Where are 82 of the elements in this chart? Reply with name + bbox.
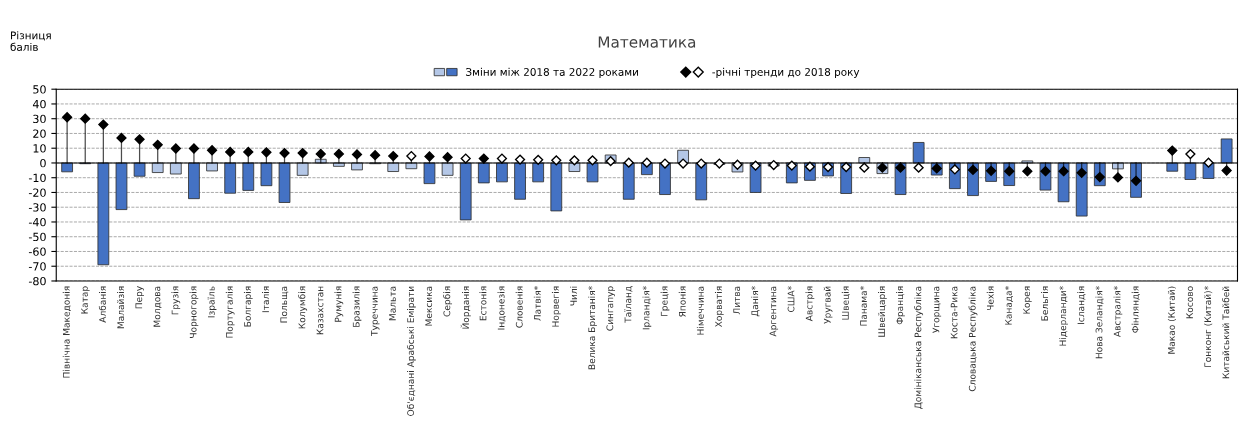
x-tick-label: Естонія [479, 286, 487, 321]
legend-label: Зміни між 2018 та 2022 роками [466, 67, 638, 78]
chart-title: Математика [598, 36, 696, 48]
x-tick-label: Косово [1186, 286, 1194, 319]
x-tick-label: Колумбія [298, 286, 308, 329]
y-tick-label: -10 [28, 173, 46, 183]
x-tick-label: Молдова [153, 286, 162, 327]
y-tick-label: -70 [28, 262, 46, 271]
x-tick-label: Північна Македонія [62, 286, 71, 378]
x-tick-label: Панама* [860, 286, 867, 326]
x-tick-label: Домініканська Республіка [914, 286, 924, 409]
y-tick-label: 40 [32, 99, 46, 109]
x-tick-label: Литва [733, 286, 741, 315]
x-tick-label: Велика Британія* [588, 286, 597, 370]
x-tick-label: Австралія* [1113, 286, 1123, 337]
y-axis-title: Різниця балів [10, 31, 51, 51]
x-tick-label: Фінляндія [1131, 286, 1140, 333]
x-tick-label: Швейцарія [878, 286, 887, 337]
x-tick-label: Японія [678, 286, 686, 317]
y-tick-label: 20 [33, 129, 46, 138]
x-tick-label: Грузія [171, 286, 181, 315]
y-tick-label: -80 [28, 276, 46, 286]
x-tick-label: Канада* [1005, 286, 1013, 325]
legend-label: -річні тренди до 2018 року [712, 67, 860, 78]
x-tick-label: Угорщина [932, 286, 942, 333]
x-tick-label: Бельгія [1041, 286, 1049, 321]
x-tick-label: Таїланд [624, 286, 633, 323]
x-tick-label: Бразилія [352, 286, 362, 327]
x-tick-label: Гонконг (Китай)* [1204, 286, 1213, 367]
x-tick-label: Мексика [425, 286, 433, 326]
x-tick-label: Чехія [986, 286, 994, 311]
x-tick-label: Словенія [515, 286, 523, 328]
x-tick-label: Швеція [841, 286, 850, 320]
x-tick-label: Мальта [389, 286, 396, 321]
x-tick-label: Чилі [570, 286, 577, 306]
x-tick-label: Норвегія [551, 286, 561, 327]
x-tick-label: Данія* [751, 286, 760, 317]
y-tick-label: -20 [28, 188, 46, 197]
x-tick-label: Словацька Республіка [968, 286, 978, 392]
x-tick-label: Малайзія [117, 286, 125, 329]
x-tick-label: Болгарія [243, 286, 253, 327]
x-tick-label: Ірландія* [642, 286, 652, 330]
x-tick-label: Ісландія [1077, 286, 1086, 324]
x-tick-label: Нова Зеландія* [1095, 286, 1104, 359]
y-tick-label: -50 [28, 232, 46, 242]
y-tick-label: -40 [28, 217, 46, 227]
y-tick-label: 0 [40, 158, 46, 168]
x-tick-label: Сербія [443, 286, 453, 317]
x-tick-label: Катар [81, 286, 90, 314]
x-tick-label: Казахстан [316, 286, 324, 335]
x-tick-label: Ізраїль [207, 286, 217, 318]
x-tick-label: Коста-Рика [950, 286, 958, 339]
x-tick-label: Португалія [225, 286, 235, 338]
x-tick-label: Франція [896, 286, 905, 325]
x-tick-label: США* [787, 286, 795, 312]
y-tick-label: 50 [33, 85, 46, 94]
x-tick-label: Йорданія [460, 286, 471, 329]
x-tick-label: Австрія [805, 286, 815, 322]
x-tick-label: Індонезія [497, 286, 506, 330]
x-tick-label: Аргентина [769, 286, 779, 337]
x-tick-label: Греція [660, 286, 670, 316]
x-tick-label: Німеччина [696, 286, 704, 335]
y-tick-label: 30 [33, 114, 46, 124]
x-tick-label: Хорватія [714, 286, 724, 328]
x-tick-label: Уругвай [823, 286, 833, 324]
x-tick-label: Перу [135, 286, 144, 309]
x-tick-label: Італія [262, 286, 270, 313]
x-tick-label: Латвія* [533, 286, 541, 321]
x-tick-label: Корея [1023, 286, 1032, 314]
y-tick-label: -60 [28, 247, 46, 256]
x-tick-label: Нідерланди* [1059, 286, 1068, 346]
x-tick-label: Макао (Китай) [1167, 286, 1176, 354]
y-tick-label: -30 [28, 203, 46, 212]
x-tick-label: Албанія [98, 286, 106, 323]
x-tick-label: Сингапур [606, 286, 616, 331]
x-tick-label: Чорногорія [189, 286, 199, 338]
x-tick-label: Туреччина [371, 286, 380, 336]
x-tick-label: Румунія [334, 286, 344, 322]
x-tick-label: Польща [280, 286, 289, 323]
x-tick-label: Об'єднані Арабські Емірати [406, 286, 416, 416]
x-tick-label: Китайський Тайбей [1222, 286, 1230, 379]
y-tick-label: 10 [33, 144, 46, 153]
